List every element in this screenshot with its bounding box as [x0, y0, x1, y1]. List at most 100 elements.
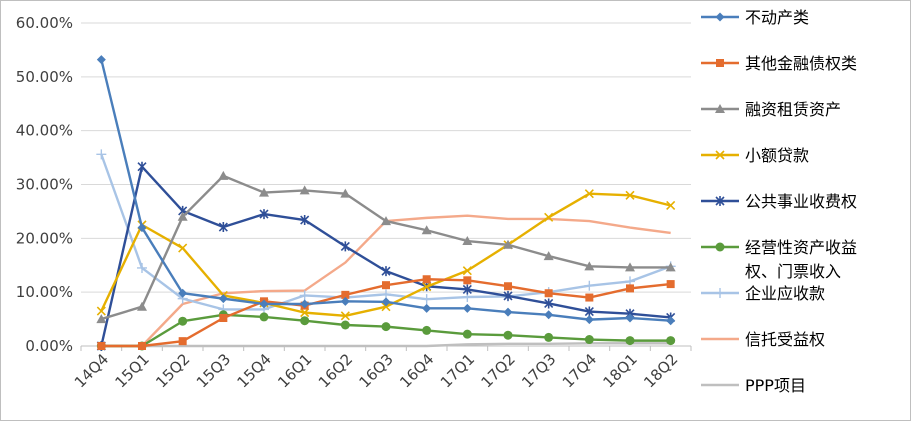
data-point [218, 222, 228, 233]
data-point [299, 290, 310, 301]
data-point [259, 299, 269, 309]
data-point [300, 308, 310, 318]
x-tick-label: 16Q3 [356, 350, 397, 391]
legend-label: 权、门票收入 [745, 262, 841, 281]
data-point [463, 276, 472, 285]
data-point [381, 322, 391, 332]
legend-label: 不动产类 [745, 8, 809, 27]
x-tick-label: 18Q2 [640, 350, 681, 391]
data-point [715, 288, 725, 298]
data-point [178, 243, 188, 253]
legend-label: 融资租赁资产 [745, 100, 841, 119]
data-point [340, 320, 350, 330]
data-point [503, 307, 513, 317]
data-point [421, 225, 432, 235]
data-point [584, 261, 595, 271]
series-8 [101, 342, 671, 348]
legend-label: 公共事业收费权 [745, 192, 857, 211]
axis-layer: 0.00% 10.00% 20.00% 30.00% 40.00% 50.00% 60.00… [16, 14, 692, 391]
data-point [584, 315, 594, 325]
x-tick-label: 16Q4 [396, 350, 437, 391]
data-point [381, 302, 391, 312]
x-tick-label: 17Q1 [437, 350, 478, 391]
data-point [544, 289, 553, 298]
data-point [340, 311, 350, 321]
x-tick-label: 16Q1 [274, 350, 315, 391]
data-point [259, 312, 269, 322]
x-tick-label: 15Q3 [193, 350, 234, 391]
data-point [716, 59, 724, 67]
y-tick-label: 50.00% [16, 68, 73, 86]
data-point [462, 236, 473, 246]
data-point [341, 290, 350, 299]
data-point [137, 262, 147, 273]
data-point [259, 209, 269, 220]
x-tick-label: 15Q4 [234, 350, 275, 391]
data-point [178, 316, 188, 326]
legend-label: 企业应收款 [745, 284, 825, 303]
legend-label: 其他金融债权类 [745, 54, 857, 73]
series-line [101, 278, 671, 348]
data-point [137, 223, 147, 233]
series-line [101, 342, 671, 348]
data-point [300, 299, 310, 309]
data-point [340, 296, 350, 306]
data-point [625, 190, 635, 200]
data-point [584, 280, 595, 291]
data-point [97, 342, 106, 350]
y-tick-label: 40.00% [16, 122, 73, 140]
data-point [138, 342, 146, 350]
y-tick-label: 10.00% [16, 283, 73, 301]
y-tick-label: 0.00% [25, 337, 73, 355]
legend-item: 企业应收款 [701, 284, 825, 303]
data-point [503, 330, 513, 340]
data-point [715, 150, 725, 160]
y-tick-label: 30.00% [16, 176, 73, 194]
data-point [503, 239, 513, 249]
data-point [96, 149, 107, 160]
series-layer [96, 55, 676, 351]
data-point [543, 251, 554, 261]
data-point [666, 336, 676, 346]
data-point [626, 284, 634, 293]
data-point [96, 55, 106, 65]
x-tick-label: 17Q2 [478, 350, 519, 391]
data-point [381, 266, 391, 277]
x-tick-label: 15Q1 [112, 350, 153, 391]
x-tick-label: 17Q3 [518, 350, 559, 391]
data-point [544, 310, 554, 320]
data-point [381, 297, 391, 307]
legend-item: 小额贷款 [701, 146, 809, 165]
data-point [462, 284, 472, 295]
data-point [504, 282, 512, 291]
data-point [218, 170, 229, 180]
data-point [544, 332, 554, 342]
data-point [544, 298, 554, 309]
data-point [715, 104, 725, 113]
data-point [422, 325, 432, 335]
data-point [584, 306, 594, 317]
data-point [584, 335, 594, 345]
legend-item: 信托受益权 [701, 330, 825, 349]
x-tick-label: 17Q4 [559, 350, 600, 391]
data-point [666, 200, 676, 211]
data-point [715, 242, 725, 252]
legend-item: PPP项目 [701, 376, 806, 395]
data-point [96, 306, 106, 316]
y-tick-label: 20.00% [16, 229, 73, 247]
data-point [666, 280, 675, 289]
legend-item: 不动产类 [701, 8, 809, 27]
legend-label: PPP项目 [745, 376, 806, 395]
data-point [422, 275, 431, 284]
data-point [462, 303, 472, 313]
data-point [665, 262, 676, 272]
data-point [625, 262, 635, 272]
legend-label: 小额贷款 [745, 146, 809, 165]
data-point [137, 301, 147, 311]
data-point [340, 188, 351, 198]
series-0 [96, 55, 676, 326]
legend: 不动产类其他金融债权类融资租赁资产小额贷款公共事业收费权经营性资产收益权、门票收… [701, 8, 857, 395]
data-point [666, 316, 676, 326]
